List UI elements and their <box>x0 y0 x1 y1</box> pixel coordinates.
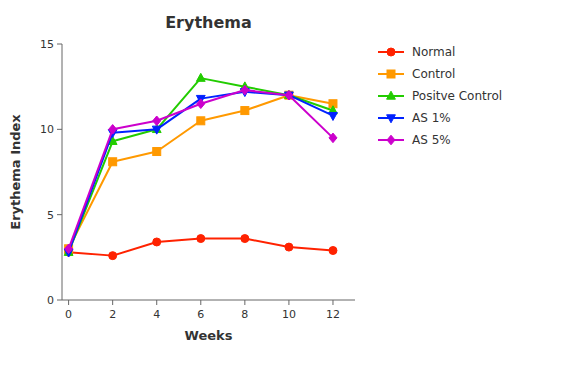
legend-marker <box>387 115 396 123</box>
x-tick-label: 2 <box>109 308 116 321</box>
series-point <box>153 148 161 156</box>
series-point <box>197 117 205 125</box>
series-point <box>329 112 338 120</box>
x-tick <box>288 300 289 305</box>
legend-label: Normal <box>412 45 455 59</box>
series-point <box>285 90 293 100</box>
title: Erythema <box>165 13 252 32</box>
series-line <box>69 92 333 252</box>
series-point <box>197 235 205 243</box>
legend-label: Positve Control <box>412 89 502 103</box>
chart-svg: Erythema 0 2 4 6 8 10 12 0 5 10 15 Weeks Erythema Ind… <box>0 0 576 365</box>
series-point <box>153 116 161 126</box>
x-tick <box>112 300 113 305</box>
series-point <box>329 247 337 255</box>
y-tick-label: 5 <box>47 209 54 222</box>
series-point <box>152 126 161 134</box>
y-tick <box>57 214 62 215</box>
legend-marker <box>387 91 396 99</box>
legend-marker <box>387 70 395 78</box>
series-point <box>241 107 249 115</box>
x-tick-label: 0 <box>65 308 72 321</box>
x-tick-label: 4 <box>153 308 160 321</box>
legend-label: AS 5% <box>412 133 451 147</box>
x-axis-label: Weeks <box>185 328 233 343</box>
series-point <box>153 238 161 246</box>
y-axis-line <box>62 44 63 300</box>
series-point <box>241 235 249 243</box>
series-point <box>109 125 117 135</box>
y-tick-label: 10 <box>40 123 54 136</box>
x-tick <box>68 300 69 305</box>
x-tick <box>200 300 201 305</box>
legend-marker <box>387 48 395 56</box>
legend-marker <box>387 135 395 145</box>
series-line <box>69 90 333 249</box>
x-axis-line <box>62 300 355 301</box>
x-tick-label: 6 <box>197 308 204 321</box>
x-tick-label: 10 <box>282 308 296 321</box>
chart-container: Erythema 0 2 4 6 8 10 12 0 5 10 15 Weeks Erythema Ind… <box>0 0 576 365</box>
y-axis-label: Erythema Index <box>8 114 23 230</box>
x-tick <box>332 300 333 305</box>
series-line <box>69 78 333 252</box>
y-tick <box>57 44 62 45</box>
series-point <box>65 244 73 254</box>
plot-area <box>64 73 337 259</box>
legend-label: AS 1% <box>412 111 451 125</box>
y-tick-label: 15 <box>40 38 54 51</box>
x-tick-label: 12 <box>326 308 340 321</box>
y-tick <box>57 129 62 130</box>
series-point <box>109 252 117 260</box>
series-point <box>197 99 205 109</box>
x-tick <box>244 300 245 305</box>
series-point <box>109 158 117 166</box>
x-tick <box>156 300 157 305</box>
legend: Normal Control Positve Control AS 1% AS 5% <box>378 45 502 147</box>
series-point <box>241 85 249 95</box>
series-point <box>329 133 337 143</box>
y-tick <box>57 300 62 301</box>
series-line <box>69 95 333 249</box>
series-point <box>285 243 293 251</box>
y-tick-label: 0 <box>47 294 54 307</box>
series-point <box>196 73 205 81</box>
x-tick-label: 8 <box>241 308 248 321</box>
legend-label: Control <box>412 67 455 81</box>
